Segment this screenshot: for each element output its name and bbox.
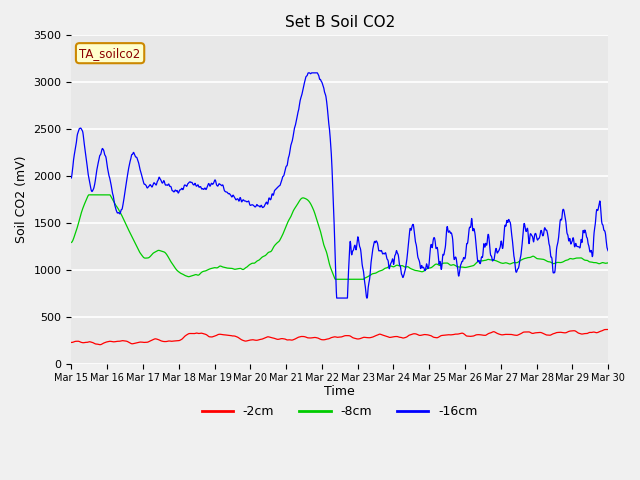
Y-axis label: Soil CO2 (mV): Soil CO2 (mV) <box>15 156 28 243</box>
Text: TA_soilco2: TA_soilco2 <box>79 47 141 60</box>
X-axis label: Time: Time <box>324 385 355 398</box>
Title: Set B Soil CO2: Set B Soil CO2 <box>285 15 395 30</box>
Legend: -2cm, -8cm, -16cm: -2cm, -8cm, -16cm <box>196 400 483 423</box>
